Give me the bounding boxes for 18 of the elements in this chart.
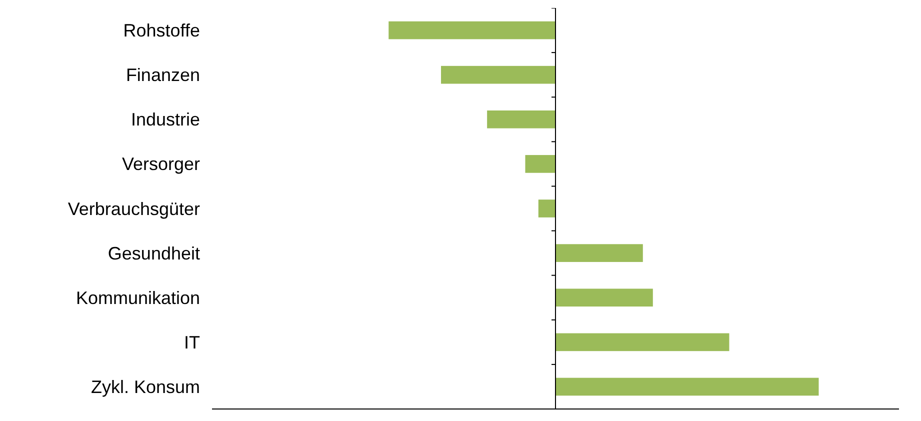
y-tick-label: Verbrauchsgüter <box>68 198 200 219</box>
y-tick-label: Versorger <box>122 154 200 174</box>
bar <box>525 155 556 173</box>
bar <box>556 288 653 307</box>
y-tick-label: Gesundheit <box>108 243 200 264</box>
y-tick-label: Zykl. Konsum <box>90 377 200 398</box>
y-tick-label: Rohstoffe <box>123 20 200 41</box>
y-tick-label: Finanzen <box>126 65 200 86</box>
bar <box>487 110 556 128</box>
y-tick-label: IT <box>184 332 200 352</box>
bar <box>538 200 556 218</box>
bar <box>388 21 556 40</box>
bar <box>556 378 819 396</box>
y-tick-label: Industrie <box>130 110 200 130</box>
bar <box>556 244 643 262</box>
bar <box>441 66 556 84</box>
y-tick-label: Kommunikation <box>76 288 200 308</box>
bar <box>556 333 730 352</box>
